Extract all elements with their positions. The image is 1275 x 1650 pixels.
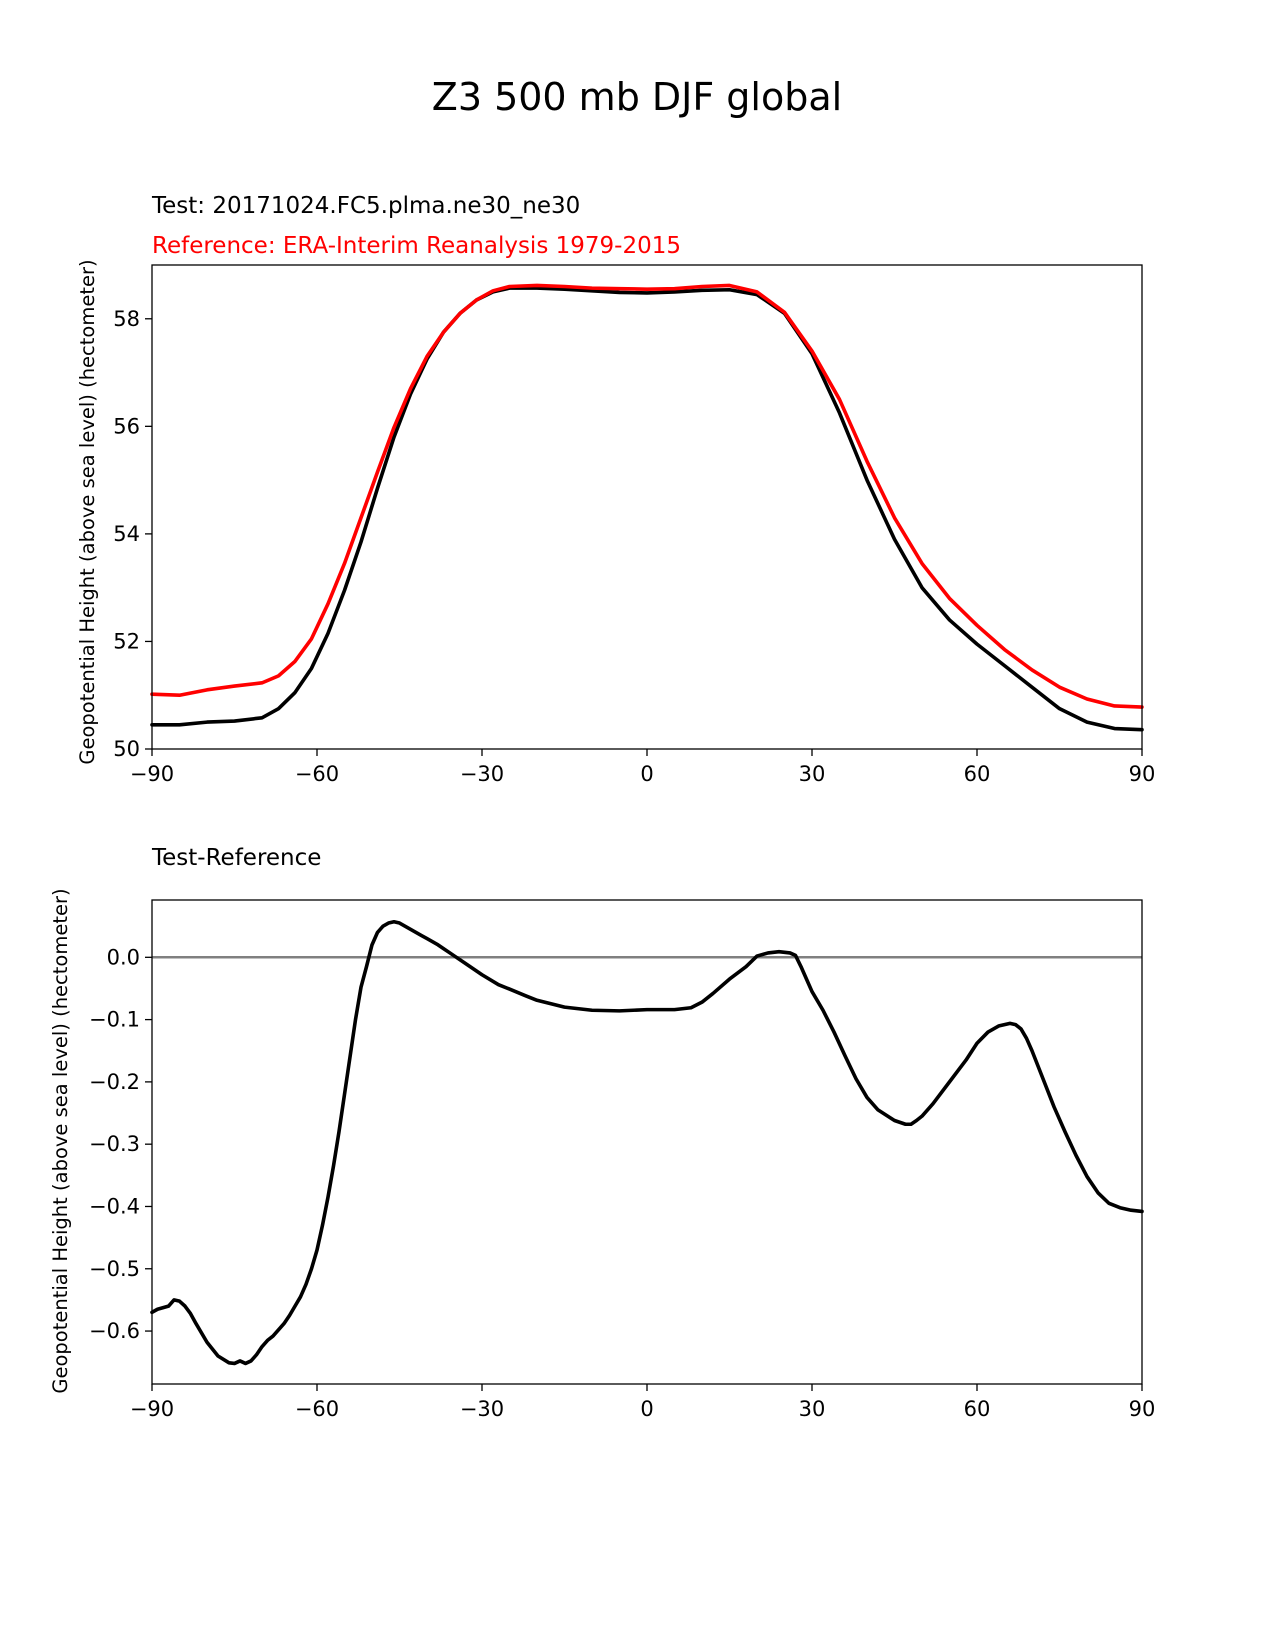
bottom-x-tick-label: −90: [130, 1397, 174, 1421]
bottom-y-tick-label: −0.2: [89, 1070, 140, 1094]
top-plot-area: [150, 283, 1144, 732]
top-series-reference: [150, 283, 1144, 709]
bottom-x-tick-label: 90: [1129, 1397, 1156, 1421]
top-x-tick-label: 0: [640, 762, 653, 786]
top-ticks: −90 −60 −30 0 30 60 90 50 52 54 56 58: [113, 307, 1155, 786]
top-y-tick-label: 52: [113, 629, 140, 653]
top-test-title: Test: 20171024.FC5.plma.ne30_ne30: [151, 193, 580, 219]
bottom-y-tick-label: −0.1: [89, 1008, 140, 1032]
bottom-y-tick-label: −0.4: [89, 1194, 140, 1218]
bottom-x-tick-label: −60: [295, 1397, 339, 1421]
top-x-tick-label: 60: [964, 762, 991, 786]
top-y-axis-label: Geopotential Height (above sea level) (h…: [76, 259, 99, 764]
bottom-x-tick-label: 0: [640, 1397, 653, 1421]
panel-top: Test: 20171024.FC5.plma.ne30_ne30 Refere…: [76, 193, 1155, 786]
top-x-tick-label: −60: [295, 762, 339, 786]
bottom-y-tick-label: −0.3: [89, 1132, 140, 1156]
top-x-tick-label: 30: [799, 762, 826, 786]
bottom-title: Test-Reference: [151, 845, 321, 871]
top-y-tick-label: 50: [113, 737, 140, 761]
top-series-test: [150, 286, 1144, 732]
top-x-tick-label: −30: [460, 762, 504, 786]
bottom-series-test-reference: [150, 920, 1144, 1366]
bottom-y-tick-label: −0.5: [89, 1257, 140, 1281]
panel-bottom: Test-Reference Geopotential Height (abov…: [49, 845, 1155, 1421]
bottom-y-tick-label: 0.0: [107, 945, 140, 969]
top-y-tick-label: 54: [113, 522, 140, 546]
bottom-axes-frame: [151, 899, 1143, 1385]
bottom-ticks: −90 −60 −30 0 30 60 90 0.0 −0.1 −0.2 −0.3 −0.4 −0.5 −…: [89, 945, 1155, 1421]
bottom-plot-area: [150, 920, 1144, 1366]
figure-title: Z3 500 mb DJF global: [432, 75, 842, 119]
bottom-x-tick-label: 60: [964, 1397, 991, 1421]
bottom-x-tick-label: 30: [799, 1397, 826, 1421]
bottom-y-tick-label: −0.6: [89, 1319, 140, 1343]
top-y-tick-label: 56: [113, 414, 140, 438]
top-reference-title: Reference: ERA-Interim Reanalysis 1979-2…: [152, 233, 681, 259]
top-y-tick-label: 58: [113, 307, 140, 331]
top-x-tick-label: −90: [130, 762, 174, 786]
top-axes-frame: [151, 264, 1143, 750]
bottom-x-tick-label: −30: [460, 1397, 504, 1421]
top-x-tick-label: 90: [1129, 762, 1156, 786]
bottom-y-axis-label: Geopotential Height (above sea level) (h…: [49, 888, 72, 1393]
